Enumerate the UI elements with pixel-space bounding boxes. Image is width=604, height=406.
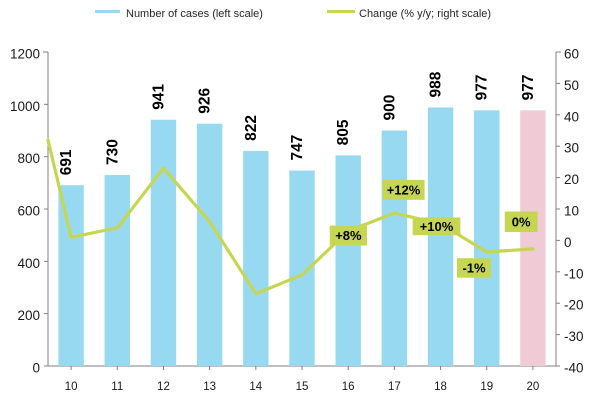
svg-text:+8%: +8% [335, 228, 362, 243]
svg-text:10: 10 [65, 381, 78, 393]
svg-text:600: 600 [17, 204, 40, 219]
svg-text:-10: -10 [564, 266, 584, 281]
svg-text:10: 10 [564, 204, 579, 219]
svg-text:18: 18 [434, 381, 447, 393]
svg-text:20: 20 [527, 381, 540, 393]
svg-text:200: 200 [17, 308, 40, 323]
svg-text:-30: -30 [564, 329, 584, 344]
svg-text:-1%: -1% [462, 261, 486, 276]
svg-text:822: 822 [243, 115, 260, 141]
svg-text:20: 20 [564, 172, 579, 187]
svg-text:-20: -20 [564, 298, 584, 313]
svg-text:805: 805 [335, 119, 352, 145]
svg-text:900: 900 [381, 95, 398, 121]
svg-text:12: 12 [157, 381, 170, 393]
svg-text:40: 40 [564, 109, 579, 124]
svg-text:800: 800 [17, 151, 40, 166]
svg-text:0: 0 [32, 361, 40, 376]
svg-text:747: 747 [289, 135, 306, 161]
svg-text:15: 15 [296, 381, 309, 393]
svg-text:400: 400 [17, 256, 40, 271]
svg-text:17: 17 [388, 381, 401, 393]
svg-text:+10%: +10% [420, 219, 454, 234]
svg-text:730: 730 [104, 139, 121, 165]
svg-text:977: 977 [520, 74, 537, 100]
svg-text:14: 14 [249, 381, 262, 393]
svg-text:11: 11 [111, 381, 123, 393]
svg-text:30: 30 [564, 141, 579, 156]
svg-text:0: 0 [564, 235, 572, 250]
svg-text:+12%: +12% [387, 182, 421, 197]
svg-text:1200: 1200 [10, 47, 40, 62]
svg-text:0%: 0% [512, 214, 531, 229]
svg-text:1000: 1000 [10, 99, 40, 114]
svg-text:691: 691 [58, 149, 75, 175]
svg-text:926: 926 [197, 87, 214, 113]
svg-text:50: 50 [564, 78, 579, 93]
svg-text:977: 977 [474, 74, 491, 100]
svg-text:60: 60 [564, 47, 579, 62]
svg-text:941: 941 [150, 84, 167, 110]
svg-text:16: 16 [342, 381, 355, 393]
svg-text:13: 13 [203, 381, 216, 393]
svg-text:19: 19 [480, 381, 493, 393]
svg-text:-40: -40 [564, 361, 584, 376]
svg-text:988: 988 [428, 71, 445, 97]
